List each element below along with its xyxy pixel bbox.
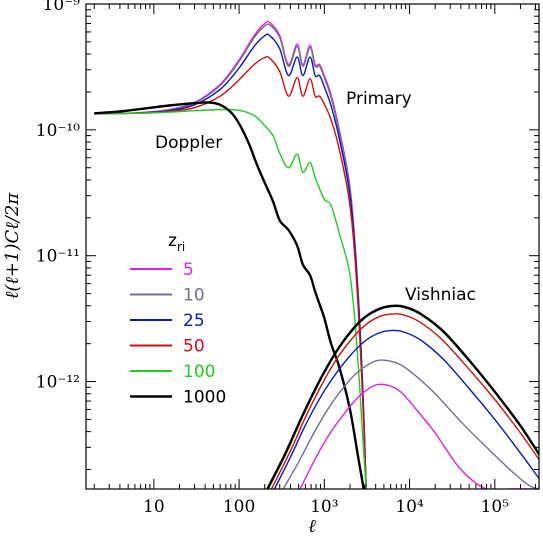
x-tick-label: 10: [143, 497, 165, 517]
series-line-vishniac-z5: [299, 383, 539, 489]
y-axis-title: ℓ(ℓ+1)Cℓ/2π: [2, 192, 23, 299]
legend-label-z25: 25: [183, 311, 205, 331]
series-line-primary-z5: [94, 20, 367, 489]
y-tick-label: 10⁻⁹: [43, 0, 81, 15]
series-line-primary-z50: [94, 56, 367, 489]
x-tick-label: 10⁴: [395, 497, 424, 517]
series-line-primary-z10: [94, 23, 367, 489]
legend-label-z1000: 1000: [183, 388, 226, 408]
series-line-primary-z100: [94, 108, 367, 489]
series-line-vishniac-z1000: [266, 304, 539, 489]
legend-label-z10: 10: [183, 286, 205, 306]
y-tick-label: 10⁻¹²: [36, 373, 80, 393]
series-layer: [94, 20, 539, 489]
legend-label-z5: 5: [183, 260, 194, 280]
x-tick-label: 10⁵: [481, 497, 510, 517]
legend-title: zri: [168, 231, 185, 254]
annotation-primary: Primary: [346, 89, 412, 109]
series-line-vishniac-z10: [282, 359, 539, 489]
legend: zri 5 10 25 50 100 1000: [130, 231, 226, 408]
y-tick-label: 10⁻¹¹: [36, 247, 80, 267]
x-tick-label: 10³: [310, 497, 338, 517]
series-line-primary-z1000: [94, 101, 365, 489]
legend-entries: 5 10 25 50 100 1000: [130, 260, 226, 408]
series-line-primary-z25: [94, 33, 367, 489]
legend-label-z100: 100: [183, 362, 215, 382]
y-tick-labels: 10⁻⁹ 10⁻¹⁰ 10⁻¹¹ 10⁻¹²: [36, 0, 80, 393]
series-line-vishniac-z50: [270, 313, 539, 489]
series-line-vishniac-z25: [273, 329, 539, 489]
y-tick-label: 10⁻¹⁰: [36, 121, 80, 141]
tick-layer: [86, 3, 539, 489]
x-tick-label: 100: [223, 497, 255, 517]
legend-label-z50: 50: [183, 337, 205, 357]
annotation-doppler: Doppler: [155, 133, 222, 153]
plot-frame: [85, 3, 540, 490]
x-tick-labels: 10 100 10³ 10⁴ 10⁵: [143, 497, 509, 517]
x-axis-title: ℓ: [308, 516, 316, 537]
annotation-vishniac: Vishniac: [405, 285, 476, 305]
